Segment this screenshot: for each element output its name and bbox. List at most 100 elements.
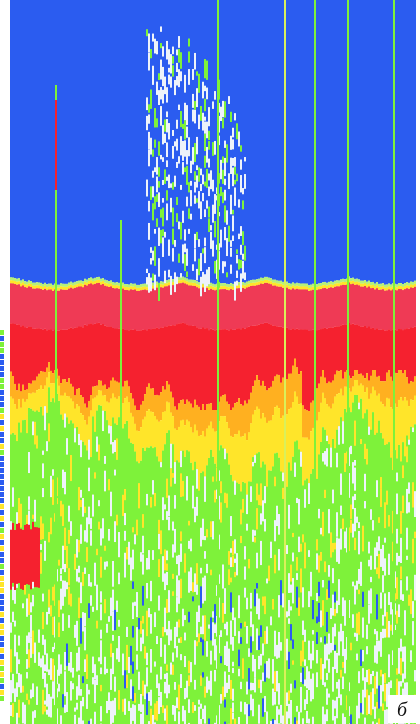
dense-layer [358, 285, 360, 326]
speckle [176, 555, 178, 565]
speckle [230, 548, 232, 553]
mid-layer [282, 415, 284, 473]
plume [208, 186, 210, 197]
dense-layer [174, 285, 176, 326]
speckle [354, 460, 356, 466]
surface-edge [186, 278, 188, 282]
surface-edge [222, 286, 224, 290]
surface-edge [78, 283, 80, 287]
sparse-layer [404, 437, 406, 724]
speckle [254, 530, 256, 536]
dense-layer [102, 324, 104, 386]
mid-layer [118, 382, 120, 397]
surface-edge [400, 283, 402, 287]
speckle [78, 577, 80, 583]
mid-layer [312, 427, 314, 469]
surface-edge [152, 285, 154, 289]
speckle [358, 671, 360, 684]
speckle [148, 692, 150, 701]
speckle [128, 541, 130, 565]
speckle [226, 621, 228, 636]
speckle [226, 493, 228, 508]
speckle [350, 714, 352, 724]
speckle [342, 676, 344, 690]
speckle [222, 686, 224, 701]
plume [240, 145, 242, 152]
surface-edge [254, 279, 256, 283]
speckle [274, 554, 276, 574]
dense-layer [322, 328, 324, 370]
mid-layer [108, 402, 110, 426]
surface-edge [76, 281, 78, 285]
dense-layer [184, 283, 186, 324]
dense-layer [90, 283, 92, 324]
speckle [246, 597, 248, 610]
plume [202, 81, 204, 99]
dense-layer [166, 286, 168, 327]
surface-edge [352, 280, 354, 284]
surface-edge [214, 284, 216, 288]
mid-layer [302, 405, 304, 438]
surface-edge [236, 285, 238, 289]
speckle [260, 483, 262, 506]
water-column [90, 0, 92, 278]
edge-strip [0, 348, 4, 353]
edge-strip [0, 582, 4, 587]
speckle [260, 679, 262, 693]
surface-edge [286, 284, 288, 288]
speckle [356, 613, 358, 634]
speckle [180, 473, 182, 498]
plume [196, 136, 198, 155]
surface-edge [396, 284, 398, 288]
dense-layer [50, 289, 52, 330]
speckle [382, 628, 384, 639]
speckle [278, 631, 280, 658]
speckle [260, 513, 262, 525]
dense-layer [252, 285, 254, 326]
plume [162, 46, 164, 57]
speckle [112, 700, 114, 723]
speckle [112, 560, 114, 587]
sparse-layer [402, 442, 404, 724]
dense-layer [20, 326, 22, 392]
mid-layer [178, 426, 180, 463]
speckle [354, 493, 356, 501]
plume [194, 109, 196, 124]
surface-edge [16, 278, 18, 282]
plume [234, 187, 236, 206]
mid-layer [396, 373, 398, 408]
plume [204, 133, 206, 152]
speckle [302, 534, 304, 543]
dense-layer [100, 324, 102, 381]
dense-layer [186, 324, 188, 400]
speckle [100, 706, 102, 722]
surface-edge [104, 279, 106, 283]
surface-edge [30, 281, 32, 285]
dense-layer [118, 328, 120, 383]
surface-edge [280, 283, 282, 287]
dense-layer [64, 289, 66, 330]
speckle [94, 472, 96, 479]
speckle [196, 469, 198, 489]
plume [222, 169, 224, 184]
speckle [28, 699, 30, 705]
dense-layer [14, 324, 16, 384]
surface-edge [354, 281, 356, 285]
speckle [246, 523, 248, 531]
speckle [180, 636, 182, 643]
surface-edge [76, 284, 78, 288]
plume [230, 157, 232, 175]
surface-edge [262, 280, 264, 284]
speckle [324, 636, 326, 644]
dense-layer [206, 328, 208, 405]
edge-strip [0, 642, 4, 647]
speckle [18, 497, 20, 524]
mid-layer [252, 414, 254, 458]
speckle [188, 675, 190, 687]
mid-layer [12, 376, 14, 399]
dense-layer [382, 289, 384, 330]
mid-layer [350, 391, 352, 413]
speckle [306, 711, 308, 724]
plume [214, 221, 216, 238]
speckle [74, 707, 76, 712]
